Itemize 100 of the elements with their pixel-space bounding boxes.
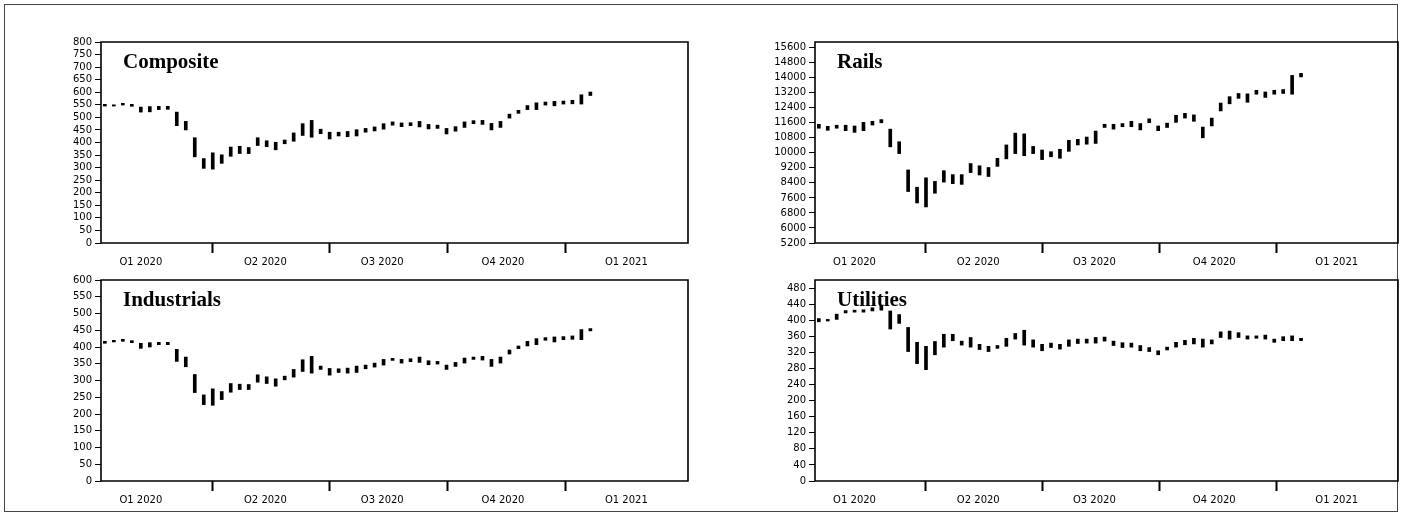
y-tick-label: 800 — [72, 35, 92, 47]
bar — [228, 146, 233, 157]
bar — [1209, 117, 1214, 127]
y-tick-label: 240 — [786, 378, 806, 390]
bar — [1067, 139, 1071, 152]
bar — [1200, 338, 1205, 348]
bar — [210, 152, 215, 170]
bar — [1209, 339, 1214, 345]
bar — [201, 394, 206, 405]
bar — [1067, 339, 1071, 347]
bar — [924, 346, 928, 370]
bar — [1165, 122, 1169, 128]
y-tick-label: 600 — [72, 85, 92, 97]
bar — [950, 333, 955, 342]
bar — [1192, 114, 1196, 122]
x-tick-label: Q4 2020 — [481, 493, 525, 505]
bar — [1022, 329, 1027, 346]
x-tick-label: Q3 2020 — [1072, 493, 1116, 505]
bar — [1075, 338, 1080, 344]
bar — [363, 128, 368, 133]
bar — [147, 342, 152, 348]
x-tick-label: Q3 2020 — [360, 493, 404, 505]
y-tick-label: 11600 — [774, 116, 806, 128]
bar — [959, 174, 964, 185]
bar — [138, 106, 143, 113]
bar — [453, 126, 458, 132]
bar — [1299, 73, 1303, 78]
bar — [1281, 336, 1286, 342]
bar — [165, 105, 170, 110]
bar — [408, 122, 413, 126]
bar — [210, 388, 215, 406]
chart-title: Composite — [123, 49, 219, 73]
bar — [834, 124, 839, 129]
bar — [1183, 113, 1187, 119]
bar — [336, 368, 341, 373]
y-tick-label: 200 — [786, 394, 806, 406]
x-tick-label: Q4 2020 — [1192, 255, 1236, 267]
bar — [408, 358, 413, 363]
bar — [1049, 151, 1053, 158]
y-tick-label: 500 — [72, 307, 92, 319]
bar — [1040, 149, 1044, 160]
y-tick-label: 50 — [79, 457, 92, 469]
bar — [817, 318, 821, 323]
bar — [1281, 89, 1286, 94]
x-tick-label: Q1 2021 — [1315, 493, 1359, 505]
bar — [1075, 138, 1080, 146]
bar — [246, 384, 251, 390]
bar — [1156, 350, 1160, 356]
y-tick-label: 600 — [72, 273, 92, 285]
x-tick-label: Q3 2020 — [360, 255, 404, 267]
bar — [1138, 345, 1143, 352]
x-tick-label: Q2 2020 — [956, 255, 1000, 267]
bar — [237, 145, 242, 154]
bar — [942, 333, 946, 348]
y-tick-label: 40 — [793, 458, 806, 470]
y-tick-label: 650 — [72, 73, 92, 85]
bar — [888, 310, 893, 330]
y-tick-label: 280 — [786, 362, 806, 374]
bar — [1058, 343, 1062, 350]
bar — [1084, 338, 1089, 344]
y-tick-label: 350 — [72, 148, 92, 160]
bar — [1272, 89, 1277, 95]
y-tick-label: 50 — [79, 224, 92, 236]
y-tick-label: 250 — [72, 390, 92, 402]
bar — [156, 105, 161, 110]
bar — [219, 154, 224, 164]
x-tick-label: Q2 2020 — [956, 493, 1000, 505]
chart-title: Utilities — [837, 287, 907, 311]
bar — [1183, 339, 1187, 346]
bar — [273, 141, 278, 151]
bar — [897, 141, 902, 154]
bar — [1263, 91, 1268, 98]
y-tick-label: 120 — [786, 426, 806, 438]
bar — [1147, 118, 1152, 124]
y-tick-label: 0 — [85, 474, 92, 486]
y-tick-label: 320 — [786, 345, 806, 357]
chart-title: Rails — [837, 49, 883, 73]
bar — [834, 313, 839, 320]
bar — [924, 177, 928, 208]
bar — [228, 383, 233, 393]
y-tick-label: 9200 — [780, 161, 806, 173]
bar — [147, 106, 152, 113]
bar — [1084, 136, 1089, 145]
bar — [138, 342, 143, 349]
y-tick-label: 150 — [72, 424, 92, 436]
bar — [156, 341, 161, 345]
bar — [1174, 341, 1178, 348]
bar — [1156, 125, 1160, 131]
y-tick-label: 13200 — [774, 86, 806, 98]
bar — [825, 319, 830, 322]
bar — [174, 349, 179, 362]
bar — [255, 374, 260, 383]
bar — [183, 121, 188, 131]
bar — [1058, 148, 1062, 159]
x-tick-label: Q2 2020 — [243, 493, 287, 505]
x-tick-label: Q1 2021 — [1315, 255, 1359, 267]
bar — [933, 341, 937, 356]
y-tick-label: 360 — [786, 329, 806, 341]
y-tick-label: 100 — [72, 211, 92, 223]
y-tick-label: 400 — [786, 313, 806, 325]
